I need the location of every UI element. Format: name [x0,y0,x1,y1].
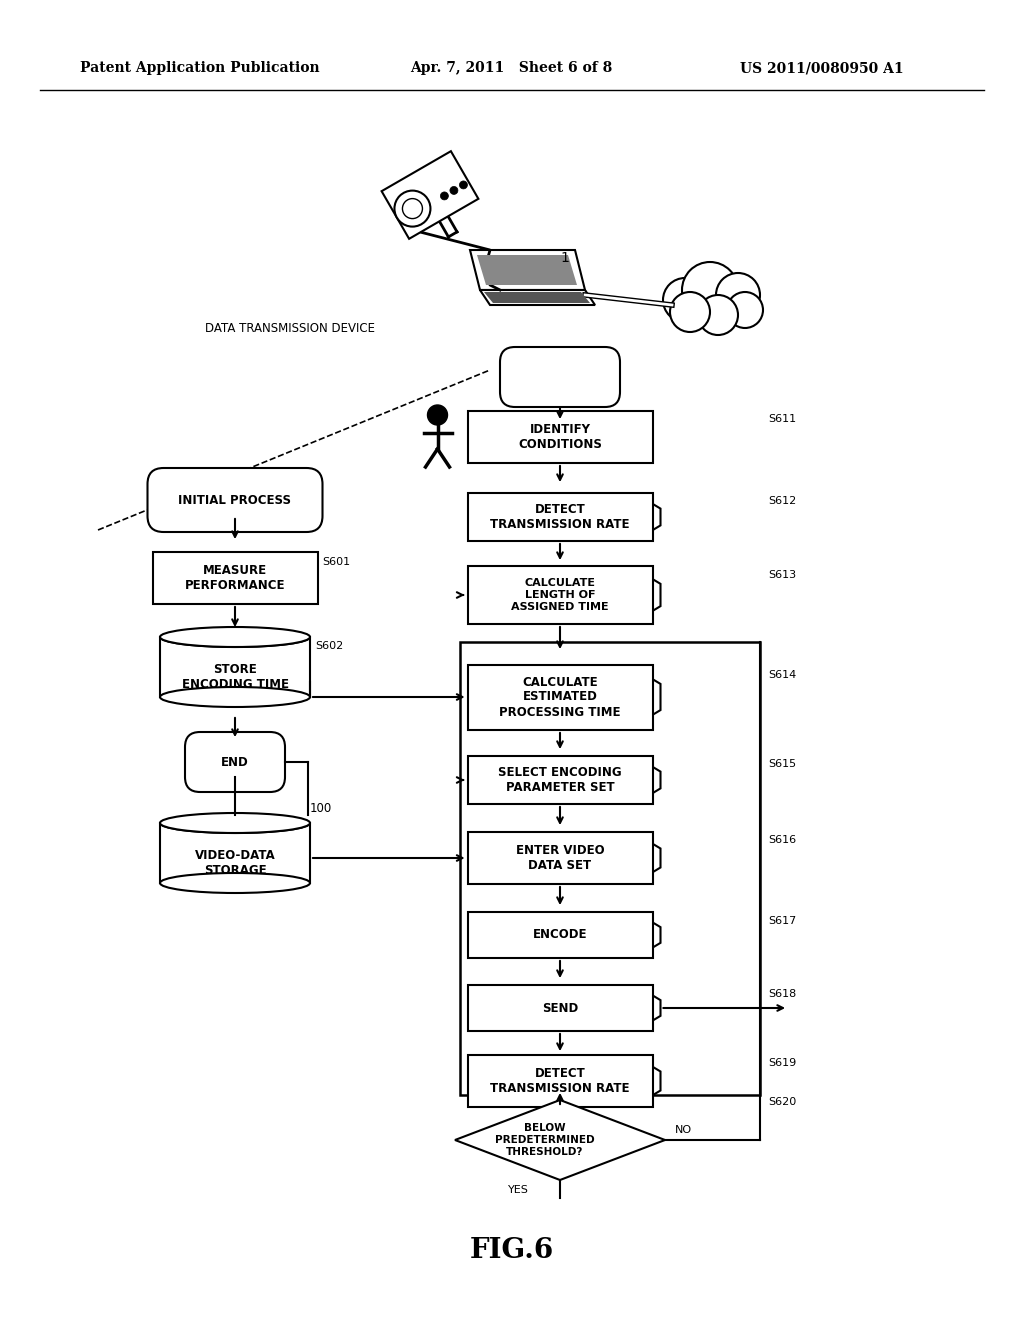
Text: MEASURE
PERFORMANCE: MEASURE PERFORMANCE [184,564,286,591]
Text: S612: S612 [768,496,797,506]
Polygon shape [541,352,555,368]
Ellipse shape [160,627,310,647]
Text: S620: S620 [768,1097,797,1107]
Text: 1: 1 [560,251,569,265]
Bar [468,832,652,884]
Bar [468,411,652,463]
Text: DETECT
TRANSMISSION RATE: DETECT TRANSMISSION RATE [490,503,630,531]
Text: CALCULATE
LENGTH OF
ASSIGNED TIME: CALCULATE LENGTH OF ASSIGNED TIME [511,578,609,611]
Ellipse shape [160,873,310,894]
Text: BELOW
PREDETERMINED
THRESHOLD?: BELOW PREDETERMINED THRESHOLD? [496,1123,595,1156]
Polygon shape [532,352,546,368]
Polygon shape [577,352,591,368]
Bar [468,985,652,1031]
Bar [468,664,652,730]
Circle shape [716,273,760,317]
Circle shape [427,405,447,425]
Text: Patent Application Publication: Patent Application Publication [80,61,319,75]
Text: S616: S616 [768,836,796,845]
Text: S602: S602 [315,642,343,651]
Polygon shape [477,255,577,285]
FancyBboxPatch shape [147,469,323,532]
Circle shape [460,181,467,189]
Circle shape [682,261,738,318]
Bar [468,566,652,624]
Polygon shape [568,352,582,368]
Text: US 2011/0080950 A1: US 2011/0080950 A1 [740,61,903,75]
Polygon shape [455,1100,665,1180]
Circle shape [698,294,738,335]
Text: IDENTIFY
CONDITIONS: IDENTIFY CONDITIONS [518,422,602,451]
Polygon shape [484,292,590,304]
Text: ENTER VIDEO
DATA SET: ENTER VIDEO DATA SET [516,843,604,873]
Bar [153,552,317,605]
Circle shape [663,279,707,322]
Text: CALCULATE
ESTIMATED
PROCESSING TIME: CALCULATE ESTIMATED PROCESSING TIME [500,676,621,718]
Text: S601: S601 [323,557,350,568]
Text: 100: 100 [310,801,332,814]
Text: S618: S618 [768,989,797,999]
Text: END: END [221,755,249,768]
Text: NO: NO [675,1125,692,1135]
Bar [460,642,760,1096]
Polygon shape [480,290,595,305]
FancyBboxPatch shape [500,347,620,407]
Polygon shape [532,352,600,368]
FancyBboxPatch shape [185,733,285,792]
Bar [468,492,652,541]
Circle shape [440,191,449,199]
Bar [468,1055,652,1107]
Polygon shape [586,352,600,368]
Text: SEND: SEND [542,1002,579,1015]
Text: DETECT
TRANSMISSION RATE: DETECT TRANSMISSION RATE [490,1067,630,1096]
Circle shape [727,292,763,327]
Text: YES: YES [508,1185,528,1195]
Bar [160,822,310,894]
Text: VIDEO-DATA
STORAGE: VIDEO-DATA STORAGE [195,849,275,876]
Circle shape [450,186,458,194]
Text: START: START [538,371,582,384]
Polygon shape [382,152,478,239]
Text: ENCODE: ENCODE [532,928,587,941]
Bar [160,638,310,708]
Polygon shape [470,249,585,290]
Text: INITIAL PROCESS: INITIAL PROCESS [178,494,292,507]
Text: S614: S614 [768,671,797,680]
Polygon shape [550,352,564,368]
Circle shape [394,190,430,227]
Ellipse shape [160,813,310,833]
Circle shape [670,292,710,333]
Text: S613: S613 [768,570,796,579]
Text: S615: S615 [768,759,796,770]
Text: SELECT ENCODING
PARAMETER SET: SELECT ENCODING PARAMETER SET [499,766,622,795]
Bar [468,756,652,804]
Text: S611: S611 [768,414,796,424]
Text: Apr. 7, 2011   Sheet 6 of 8: Apr. 7, 2011 Sheet 6 of 8 [410,61,612,75]
Text: S619: S619 [768,1059,797,1068]
Text: S617: S617 [768,916,797,927]
Polygon shape [559,352,573,368]
Text: FIG.6: FIG.6 [470,1237,554,1263]
Polygon shape [595,352,600,368]
Bar [468,912,652,958]
Circle shape [402,198,423,219]
Ellipse shape [160,686,310,708]
Text: DATA TRANSMISSION DEVICE: DATA TRANSMISSION DEVICE [205,322,375,334]
Text: STORE
ENCODING TIME: STORE ENCODING TIME [181,663,289,690]
